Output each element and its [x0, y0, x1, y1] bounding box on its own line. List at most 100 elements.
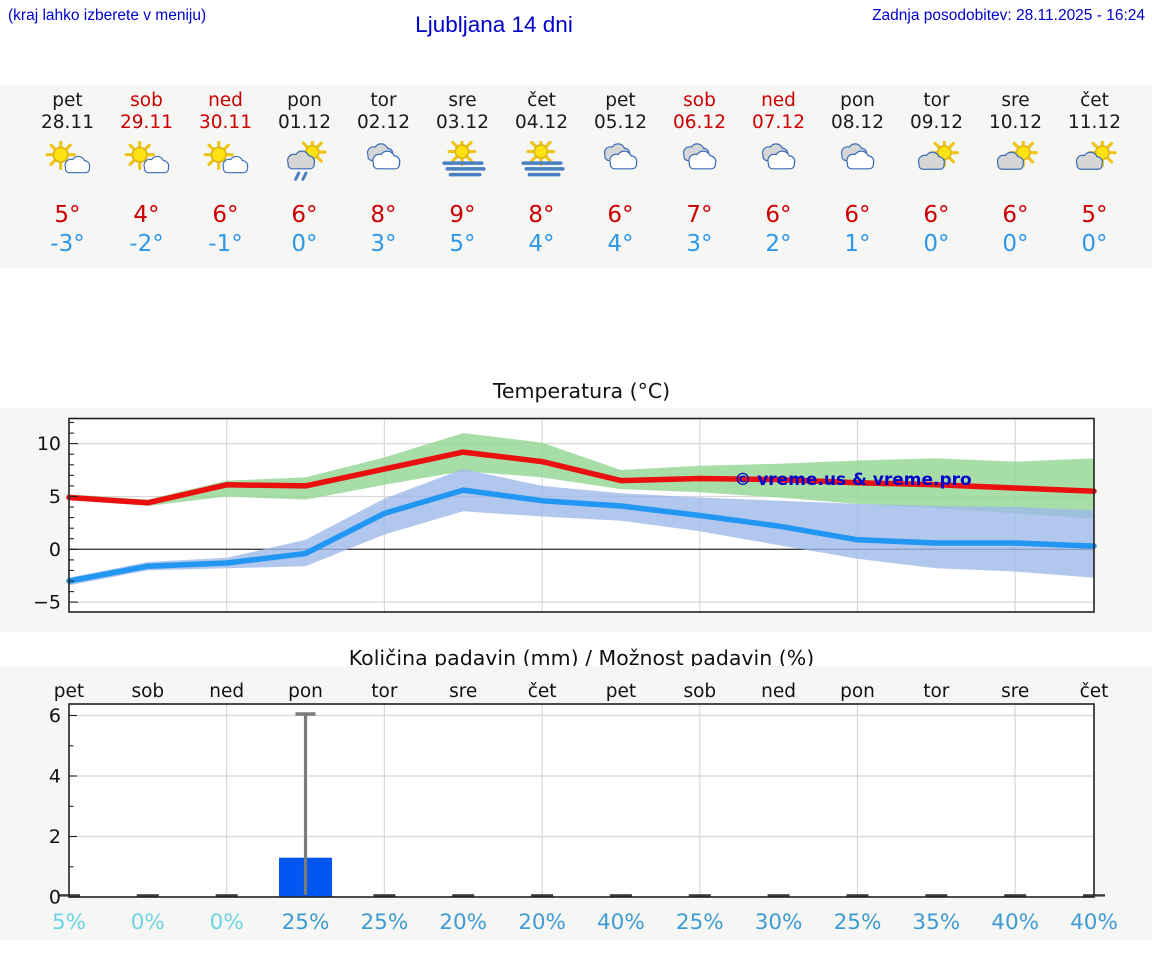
day-icon-cell [186, 134, 265, 199]
zero-precip-mark [688, 894, 711, 897]
temperature-chart: 10 5 0 −5 © vreme.us & vreme.pro [33, 417, 1097, 614]
day-column: sob 06.12 7° 3° [660, 85, 739, 268]
plot-border [68, 703, 1095, 898]
weather-icon-cloudy [366, 143, 400, 170]
high-temp: 8° [528, 202, 555, 228]
plot-border [68, 417, 1095, 613]
weather-icon-sun-cloud [124, 139, 169, 174]
fog-bars [441, 161, 486, 177]
cloud-shape [917, 151, 945, 170]
day-label: sob [683, 681, 716, 702]
zero-precip-mark [452, 894, 475, 897]
precip-probability-label: 20% [439, 910, 487, 935]
day-date: 02.12 [357, 112, 410, 133]
day-column: pet 28.11 5° -3° [28, 85, 107, 268]
day-name: ned [208, 90, 243, 111]
day-date: 04.12 [515, 112, 568, 133]
weather-icon-cloudy [603, 143, 637, 170]
cloud-shape [1075, 151, 1103, 170]
sun-disc [1094, 145, 1110, 161]
day-icon-cell [581, 134, 660, 199]
cloud-shape [608, 150, 637, 170]
sun-disc [533, 144, 548, 160]
y-tick-label: 5 [49, 486, 61, 508]
day-label: sre [1001, 681, 1029, 702]
prec-plot-area [69, 704, 1094, 897]
high-temp: 6° [844, 202, 871, 228]
day-date: 03.12 [436, 112, 489, 133]
cloud-shape [286, 150, 315, 170]
day-label: pet [54, 681, 84, 702]
sun-disc [454, 144, 469, 160]
y-tick-label: 4 [49, 766, 61, 788]
day-label: pon [288, 681, 323, 702]
day-label: ned [209, 681, 244, 702]
day-date: 10.12 [989, 112, 1042, 133]
precip-probability-label: 25% [361, 910, 409, 935]
y-tick-label: 0 [49, 539, 61, 561]
high-temp: 5° [1081, 202, 1108, 228]
day-name: sob [683, 90, 716, 111]
high-temp: 7° [686, 202, 713, 228]
day-name: čet [527, 90, 556, 111]
day-icon-cell [1055, 134, 1134, 199]
day-label: tor [923, 681, 950, 702]
day-date: 29.11 [120, 112, 173, 133]
high-temp: 6° [923, 202, 950, 228]
low-temp: 5° [449, 231, 476, 257]
day-column: pon 01.12 6° 0° [265, 85, 344, 268]
weather-icon-cloudy [840, 143, 874, 170]
day-date: 11.12 [1068, 112, 1121, 133]
day-date: 06.12 [673, 112, 726, 133]
day-icon-cell [818, 134, 897, 199]
low-temp: 3° [370, 231, 397, 257]
y-tick-label: 0 [49, 887, 61, 909]
high-temp: 6° [212, 202, 239, 228]
precip-probability-label: 0% [210, 910, 244, 935]
zero-precip-mark [846, 894, 869, 897]
low-temp: 4° [528, 231, 555, 257]
daily-forecast-strip: pet 28.11 5° -3° sob 29.11 4° -2° ned 30.11 6° -1° p… [0, 85, 1152, 268]
sun-disc [131, 146, 148, 163]
day-icon-cell [660, 134, 739, 199]
day-name: tor [923, 90, 950, 111]
day-column: tor 02.12 8° 3° [344, 85, 423, 268]
day-name: pet [52, 90, 83, 111]
day-column: tor 09.12 6° 0° [897, 85, 976, 268]
day-label: ned [761, 681, 796, 702]
page-title: Ljubljana 14 dni [415, 12, 573, 37]
watermark-link[interactable]: © vreme.us & vreme.pro [734, 470, 971, 490]
high-temp: 8° [370, 202, 397, 228]
day-name: čet [1080, 90, 1109, 111]
zero-precip-mark [767, 894, 790, 897]
fog-bars [520, 161, 565, 177]
precip-probability-label: 40% [597, 910, 645, 935]
zero-precip-mark [925, 894, 948, 897]
cloud-shape [845, 150, 874, 170]
precipitation-chart: pet sob ned pon tor sre čet pet sob ned pon tor sre č… [49, 681, 1118, 935]
low-temp: 2° [765, 231, 792, 257]
day-column: ned 07.12 6° 2° [739, 85, 818, 268]
sun-rays [203, 139, 234, 170]
day-name: pon [840, 90, 875, 111]
precip-probability-label: 35% [912, 910, 960, 935]
weather-icon-sun-cloud [203, 139, 248, 174]
day-column: sre 10.12 6° 0° [976, 85, 1055, 268]
day-icon-cell [502, 134, 581, 199]
high-temp: 6° [1002, 202, 1029, 228]
day-name: pon [287, 90, 322, 111]
day-column: pet 05.12 6° 4° [581, 85, 660, 268]
precip-probability-label: 25% [282, 910, 330, 935]
temperature-chart-title: Temperatura (°C) [492, 379, 671, 403]
weather-icon-rain-sun [286, 137, 327, 181]
zero-precip-mark [609, 894, 632, 897]
day-name: tor [370, 90, 397, 111]
location-menu-note: (kraj lahko izberete v meniju) [8, 7, 207, 24]
cloud-shape [996, 151, 1024, 170]
high-temp: 5° [54, 202, 81, 228]
day-name: sre [1001, 90, 1030, 111]
high-temp: 9° [449, 202, 476, 228]
day-icon-cell [265, 134, 344, 199]
sun-disc [210, 146, 227, 163]
zero-precip-mark [531, 894, 554, 897]
